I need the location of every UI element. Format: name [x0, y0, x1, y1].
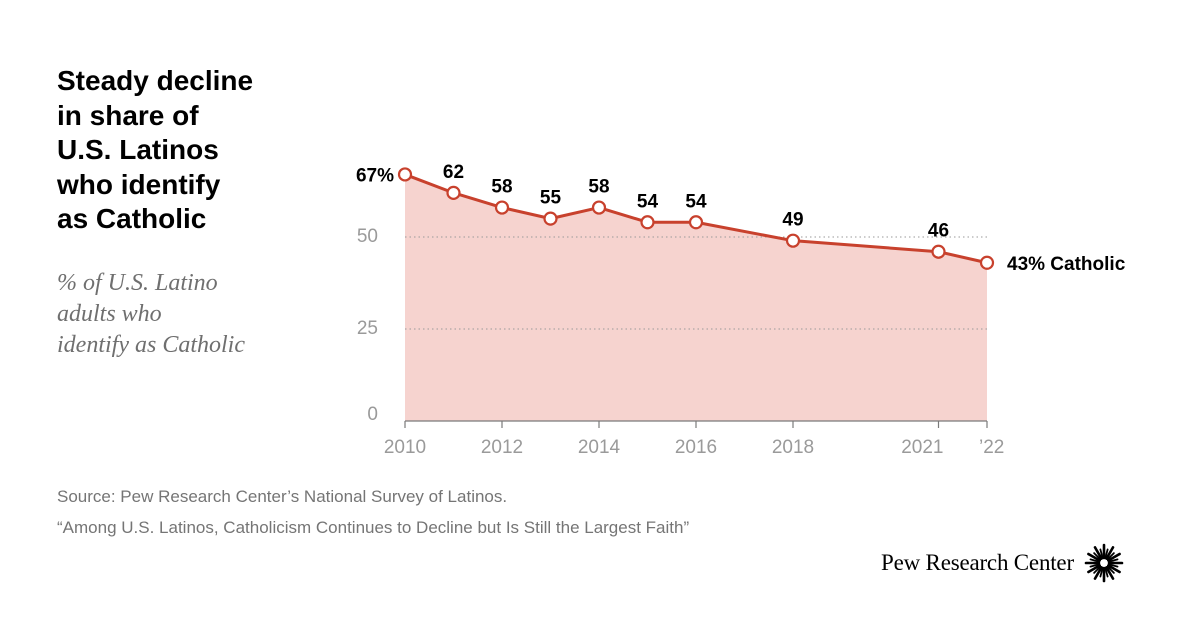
data-label: 58: [491, 177, 512, 198]
data-label: 55: [540, 188, 562, 209]
data-point: [979, 255, 995, 270]
source-note: Source: Pew Research Center’s National S…: [57, 487, 508, 506]
data-label: 54: [637, 191, 659, 212]
data-label: 62: [443, 162, 464, 183]
data-label: 58: [588, 177, 609, 198]
data-point: [640, 215, 655, 230]
data-point: [494, 200, 510, 215]
data-point: [591, 200, 607, 215]
data-label: 49: [782, 210, 803, 231]
data-point: [446, 185, 461, 200]
pew-sunburst-icon: [1084, 543, 1124, 583]
data-label: 67%: [356, 165, 394, 186]
chart-subtitle: % of U.S. Latino adults who identify as …: [57, 270, 245, 358]
y-tick-label: 50: [357, 226, 378, 247]
chart-title: Steady decline in share of U.S. Latinos …: [57, 65, 254, 234]
data-point: [785, 233, 801, 248]
data-label: 46: [928, 221, 949, 242]
data-point: [688, 215, 704, 230]
x-tick-label: 2016: [675, 437, 717, 458]
report-title-note: “Among U.S. Latinos, Catholicism Continu…: [57, 518, 690, 537]
x-tick-label: 2014: [578, 437, 621, 458]
y-tick-label: 0: [367, 404, 378, 425]
data-point: [931, 244, 946, 259]
series-line: [404, 173, 988, 265]
x-tick-label: 2021: [901, 437, 943, 458]
logo-text: Pew Research Center: [881, 550, 1074, 575]
data-point: [397, 167, 413, 182]
pew-logo: Pew Research Center: [881, 543, 1124, 583]
x-tick-label: ’22: [979, 437, 1004, 458]
x-tick-label: 2018: [772, 437, 814, 458]
x-tick-label: 2012: [481, 437, 523, 458]
data-point: [543, 211, 558, 226]
data-label: 54: [685, 191, 707, 212]
area-fill: [405, 174, 987, 421]
y-tick-label: 25: [357, 318, 378, 339]
x-tick-label: 2010: [384, 437, 426, 458]
data-label: 43% Catholic: [1007, 254, 1126, 275]
